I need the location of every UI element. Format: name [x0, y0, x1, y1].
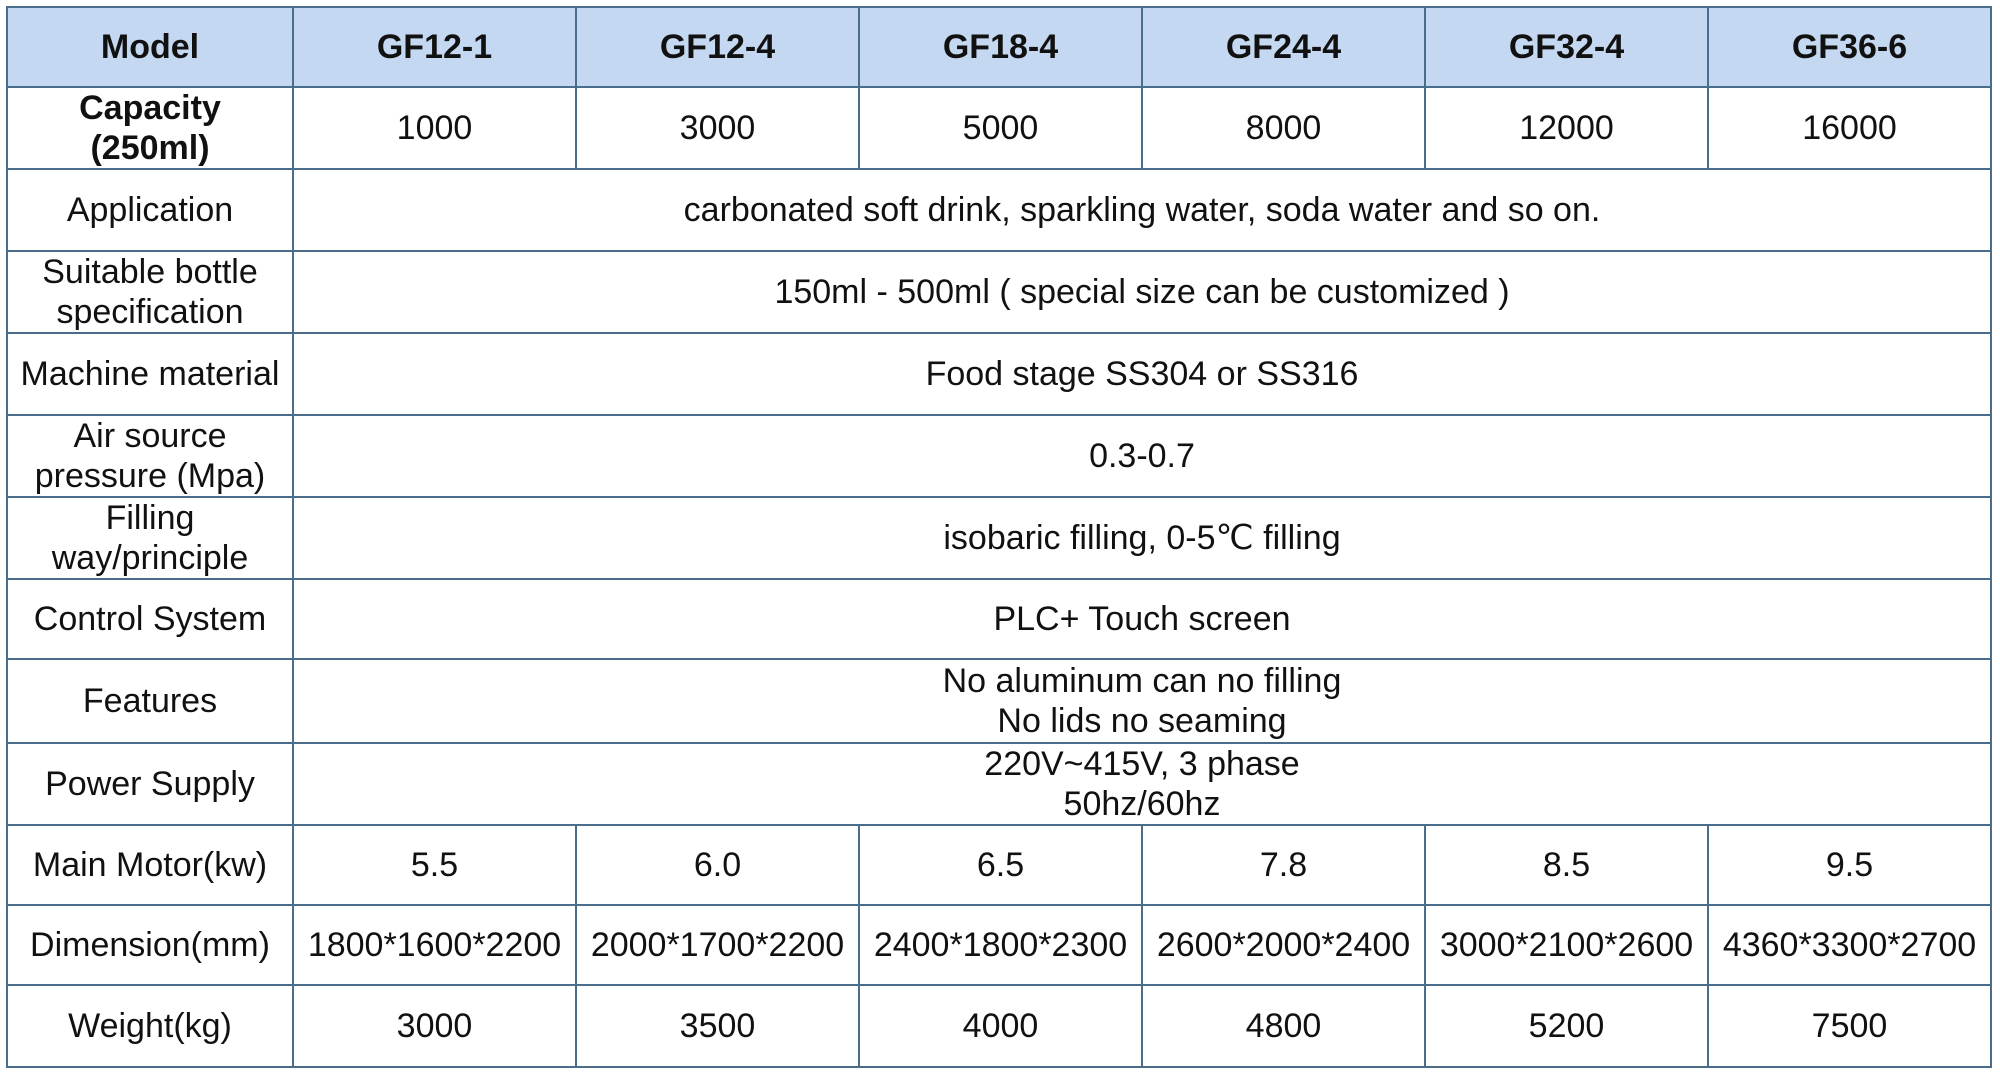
capacity-row: Capacity (250ml) 1000 3000 5000 8000 120… [6, 86, 1992, 170]
application-label: Application [6, 168, 294, 252]
dimension-value: 4360*3300*2700 [1707, 904, 1992, 986]
header-model: GF18-4 [858, 6, 1143, 88]
capacity-value: 3000 [575, 86, 860, 170]
dimension-value: 2400*1800*2300 [858, 904, 1143, 986]
features-line2: No lids no seaming [997, 702, 1287, 740]
header-model: GF36-6 [1707, 6, 1992, 88]
bottle-spec-value: 150ml - 500ml ( special size can be cust… [292, 250, 1992, 334]
features-value: No aluminum can no filling No lids no se… [292, 658, 1992, 744]
weight-label: Weight(kg) [6, 984, 294, 1068]
machine-material-label: Machine material [6, 332, 294, 416]
header-model: GF32-4 [1424, 6, 1709, 88]
main-motor-label: Main Motor(kw) [6, 824, 294, 906]
air-pressure-label: Air source pressure (Mpa) [6, 414, 294, 498]
power-supply-value: 220V~415V, 3 phase 50hz/60hz [292, 742, 1992, 826]
capacity-value: 5000 [858, 86, 1143, 170]
features-row: Features No aluminum can no filling No l… [6, 658, 1992, 744]
machine-material-row: Machine material Food stage SS304 or SS3… [6, 332, 1992, 416]
bottle-spec-row: Suitable bottle specification 150ml - 50… [6, 250, 1992, 334]
power-supply-row: Power Supply 220V~415V, 3 phase 50hz/60h… [6, 742, 1992, 826]
weight-value: 3500 [575, 984, 860, 1068]
dimension-row: Dimension(mm) 1800*1600*2200 2000*1700*2… [6, 904, 1992, 986]
dimension-label: Dimension(mm) [6, 904, 294, 986]
application-value: carbonated soft drink, sparkling water, … [292, 168, 1992, 252]
capacity-value: 1000 [292, 86, 577, 170]
application-row: Application carbonated soft drink, spark… [6, 168, 1992, 252]
header-label-model: Model [6, 6, 294, 88]
dimension-value: 2600*2000*2400 [1141, 904, 1426, 986]
filling-way-value: isobaric filling, 0-5℃ filling [292, 496, 1992, 580]
power-supply-label: Power Supply [6, 742, 294, 826]
main-motor-value: 6.0 [575, 824, 860, 906]
main-motor-value: 8.5 [1424, 824, 1709, 906]
capacity-label-line1: Capacity [79, 89, 221, 127]
main-motor-value: 9.5 [1707, 824, 1992, 906]
weight-value: 7500 [1707, 984, 1992, 1068]
capacity-label-line2: (250ml) [90, 129, 210, 167]
control-system-row: Control System PLC+ Touch screen [6, 578, 1992, 660]
capacity-value: 8000 [1141, 86, 1426, 170]
bottle-spec-label: Suitable bottle specification [6, 250, 294, 334]
air-pressure-row: Air source pressure (Mpa) 0.3-0.7 [6, 414, 1992, 498]
features-line1: No aluminum can no filling [942, 662, 1342, 700]
air-pressure-value: 0.3-0.7 [292, 414, 1992, 498]
main-motor-value: 5.5 [292, 824, 577, 906]
dimension-value: 3000*2100*2600 [1424, 904, 1709, 986]
weight-value: 5200 [1424, 984, 1709, 1068]
main-motor-row: Main Motor(kw) 5.5 6.0 6.5 7.8 8.5 9.5 [6, 824, 1992, 906]
filling-way-row: Filling way/principle isobaric filling, … [6, 496, 1992, 580]
header-model: GF24-4 [1141, 6, 1426, 88]
dimension-value: 2000*1700*2200 [575, 904, 860, 986]
capacity-label: Capacity (250ml) [6, 86, 294, 170]
power-supply-line1: 220V~415V, 3 phase [984, 745, 1300, 783]
weight-value: 4800 [1141, 984, 1426, 1068]
weight-value: 4000 [858, 984, 1143, 1068]
capacity-value: 16000 [1707, 86, 1992, 170]
main-motor-value: 6.5 [858, 824, 1143, 906]
weight-row: Weight(kg) 3000 3500 4000 4800 5200 7500 [6, 984, 1992, 1068]
control-system-value: PLC+ Touch screen [292, 578, 1992, 660]
header-row: Model GF12-1 GF12-4 GF18-4 GF24-4 GF32-4… [6, 6, 1992, 88]
machine-material-value: Food stage SS304 or SS316 [292, 332, 1992, 416]
spec-table: Model GF12-1 GF12-4 GF18-4 GF24-4 GF32-4… [6, 6, 1992, 1068]
filling-way-label: Filling way/principle [6, 496, 294, 580]
header-model: GF12-4 [575, 6, 860, 88]
weight-value: 3000 [292, 984, 577, 1068]
features-label: Features [6, 658, 294, 744]
power-supply-line2: 50hz/60hz [1063, 785, 1221, 823]
dimension-value: 1800*1600*2200 [292, 904, 577, 986]
header-model: GF12-1 [292, 6, 577, 88]
capacity-value: 12000 [1424, 86, 1709, 170]
main-motor-value: 7.8 [1141, 824, 1426, 906]
control-system-label: Control System [6, 578, 294, 660]
